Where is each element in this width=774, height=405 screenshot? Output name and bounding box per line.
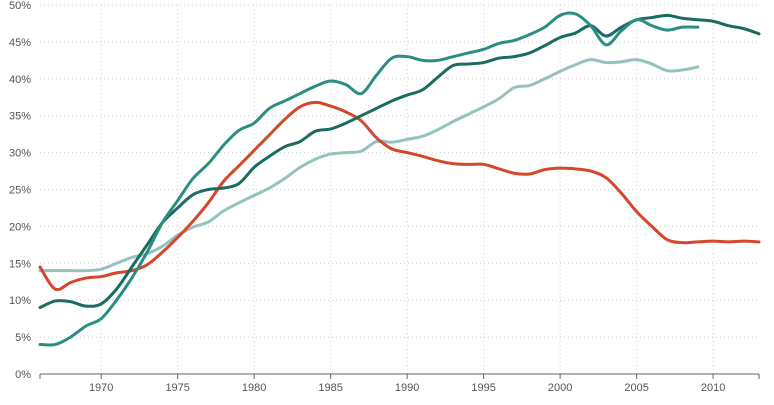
series-line-2 (38, 11, 700, 347)
y-tick-label: 25% (9, 185, 31, 197)
y-tick-label: 5% (15, 332, 31, 344)
y-tick-label: 10% (9, 295, 31, 307)
x-tick-label: 1975 (165, 382, 189, 394)
x-tick-label: 1980 (242, 382, 266, 394)
y-tick-label: 30% (9, 148, 31, 160)
series-line-3 (38, 100, 761, 292)
y-tick-label: 0% (15, 369, 31, 381)
x-tick-label: 2005 (624, 382, 648, 394)
y-tick-label: 40% (9, 74, 31, 86)
series-line-4 (38, 58, 700, 273)
y-tick-label: 35% (9, 111, 31, 123)
x-tick-label: 1995 (471, 382, 495, 394)
y-tick-label: 45% (9, 37, 31, 49)
x-tick-label: 1985 (318, 382, 342, 394)
x-tick-label: 2010 (701, 382, 725, 394)
y-tick-label: 20% (9, 221, 31, 233)
grid (40, 4, 759, 374)
x-tick-label: 1990 (395, 382, 419, 394)
axes: 0% 5% 10% 15% 20% 25% 30% 35% 40% 45% 50% 1970 1975 1… (9, 0, 760, 394)
y-tick-label: 50% (9, 0, 31, 12)
series-lines (38, 11, 761, 347)
x-tick-label: 2000 (548, 382, 572, 394)
y-tick-label: 15% (9, 258, 31, 270)
x-tick-label: 1970 (89, 382, 113, 394)
